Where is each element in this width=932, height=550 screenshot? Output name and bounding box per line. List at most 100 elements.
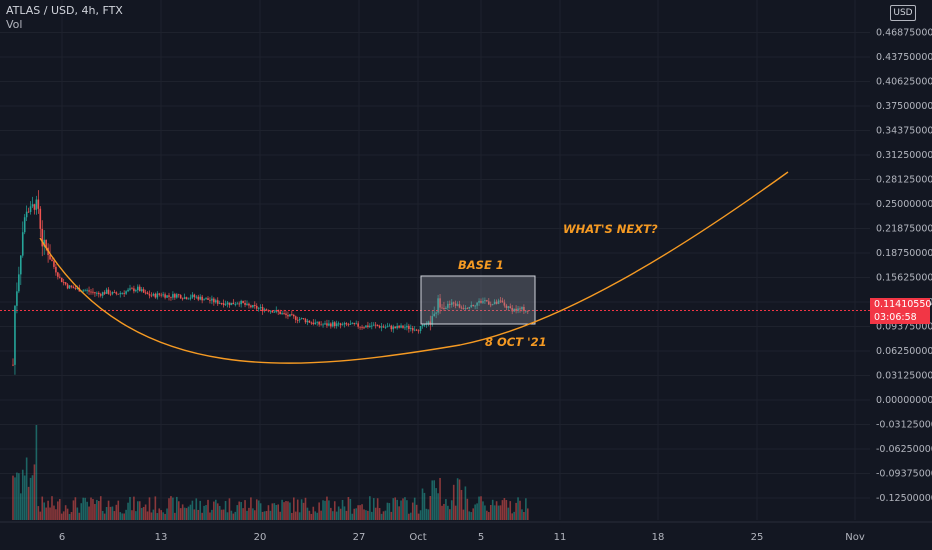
candle-body [140,289,143,292]
volume-bar [445,499,447,520]
volume-bar [115,504,118,520]
volume-bar [271,503,274,520]
volume-bar [156,513,159,520]
candle-body [458,304,461,308]
volume-bar [357,505,359,520]
volume-bar [117,500,120,520]
volume-bar [66,508,69,520]
candle-body [517,308,519,311]
candle-body [361,326,363,328]
candle-body [402,325,404,328]
volume-bar [27,486,30,520]
cup-curve-drawing[interactable] [39,171,789,364]
volume-bar [150,512,153,520]
candle-body [166,295,168,298]
volume-bar [86,501,88,520]
candle-body [226,302,229,305]
candle-body [474,305,476,307]
candle-body [486,300,488,302]
candle-body [183,297,186,299]
candle-body [429,321,432,325]
candle-body [107,289,110,294]
candle-body [392,326,395,330]
volume-bar [343,506,346,520]
candle-body [332,322,334,327]
candle-body [218,303,221,304]
volume-bar [238,501,240,520]
volume-bar [376,498,379,520]
candle-body [189,297,192,299]
volume-bar [146,511,149,520]
volume-bar [515,502,517,520]
candle-body [199,296,201,300]
volume-bar [398,506,400,520]
time-axis-label: 5 [478,532,484,543]
volume-bar [177,501,180,520]
candle-body [499,300,502,302]
volume-bar [456,478,459,520]
annotation-date[interactable]: 8 OCT '21 [485,335,547,349]
volume-bar [396,499,398,520]
volume-bar [224,500,227,520]
candle-body [269,310,272,312]
candle-body [31,204,34,207]
candle-body [88,290,90,292]
volume-bar [482,501,484,520]
annotation-whats-next[interactable]: WHAT'S NEXT? [563,222,658,236]
candle-body [250,305,252,308]
annotation-base[interactable]: BASE 1 [458,258,504,272]
candle-body [29,206,32,212]
candle-body [49,255,51,260]
candle-body [129,288,131,290]
candle-body [345,323,348,325]
volume-bar [176,496,178,520]
volume-bar [322,500,324,520]
candle-body [310,322,313,324]
volume-bar [355,508,357,520]
time-axis-label: 18 [652,532,665,543]
volume-bar [349,499,352,520]
price-axis[interactable]: 0.46875000 0.43750000 0.40625000 0.37500000… [870,0,932,550]
volume-bar [80,503,83,520]
price-axis-label: 0.06250000 [876,346,932,357]
candle-body [365,325,367,328]
candle-body [14,305,16,365]
volume-bar [429,495,432,520]
volume-bar [216,503,219,520]
volume-bar [419,510,422,520]
volume-bar [234,511,237,520]
candle-body [240,300,242,305]
base-rectangle[interactable] [420,275,536,325]
volume-bar [84,497,86,520]
candle-body [172,294,174,298]
candle-body [158,293,161,295]
volume-bar [168,498,170,520]
candle-body [341,324,344,326]
candle-body [454,303,457,306]
candle-body [380,326,383,328]
volume-bar [324,500,326,520]
candle-body [23,217,26,233]
candle-body [439,298,441,308]
candle-body [298,318,301,321]
volume-bar [250,497,252,520]
candle-body [460,307,463,309]
candle-body [53,261,55,267]
volume-bar [179,508,182,520]
volume-bar [306,507,309,520]
volume-bar [51,496,53,520]
currency-badge[interactable]: USD [890,5,916,21]
candle-body [468,306,471,309]
volume-bar [187,506,190,520]
candle-body [478,300,480,303]
volume-bar [246,510,248,520]
time-axis[interactable]: 6 13 20 27 Oct 5 11 18 25 Nov [0,521,932,550]
price-axis-label: 0.28125000 [876,175,932,186]
volume-bar [203,505,205,520]
candle-body [306,320,309,323]
volume-bar [488,512,490,520]
candle-body [156,293,159,298]
volume-bar [218,505,221,520]
candle-body [452,302,455,304]
